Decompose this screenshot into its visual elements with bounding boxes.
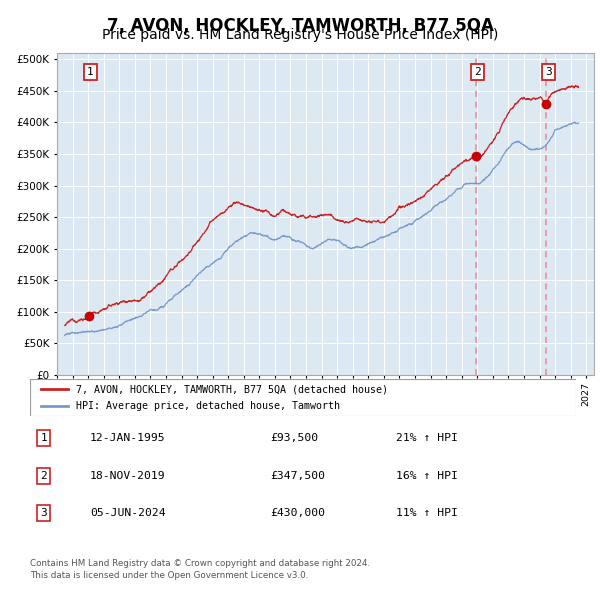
Text: 18-NOV-2019: 18-NOV-2019 — [90, 471, 166, 481]
Text: 7, AVON, HOCKLEY, TAMWORTH, B77 5QA: 7, AVON, HOCKLEY, TAMWORTH, B77 5QA — [107, 17, 493, 35]
Text: £430,000: £430,000 — [270, 508, 325, 518]
Text: Contains HM Land Registry data © Crown copyright and database right 2024.: Contains HM Land Registry data © Crown c… — [30, 559, 370, 568]
FancyBboxPatch shape — [30, 379, 576, 416]
Text: £347,500: £347,500 — [270, 471, 325, 481]
Text: £93,500: £93,500 — [270, 433, 319, 443]
Text: HPI: Average price, detached house, Tamworth: HPI: Average price, detached house, Tamw… — [76, 401, 340, 411]
Text: This data is licensed under the Open Government Licence v3.0.: This data is licensed under the Open Gov… — [30, 571, 308, 579]
Text: Price paid vs. HM Land Registry's House Price Index (HPI): Price paid vs. HM Land Registry's House … — [102, 28, 498, 42]
Text: 1: 1 — [40, 433, 47, 443]
Text: 21% ↑ HPI: 21% ↑ HPI — [396, 433, 458, 443]
Text: 3: 3 — [545, 67, 552, 77]
Text: 1: 1 — [87, 67, 94, 77]
Text: 16% ↑ HPI: 16% ↑ HPI — [396, 471, 458, 481]
Text: 2: 2 — [475, 67, 481, 77]
Text: 7, AVON, HOCKLEY, TAMWORTH, B77 5QA (detached house): 7, AVON, HOCKLEY, TAMWORTH, B77 5QA (det… — [76, 384, 388, 394]
Text: 05-JUN-2024: 05-JUN-2024 — [90, 508, 166, 518]
Text: 3: 3 — [40, 508, 47, 518]
Text: 12-JAN-1995: 12-JAN-1995 — [90, 433, 166, 443]
Text: 2: 2 — [40, 471, 47, 481]
Text: 11% ↑ HPI: 11% ↑ HPI — [396, 508, 458, 518]
